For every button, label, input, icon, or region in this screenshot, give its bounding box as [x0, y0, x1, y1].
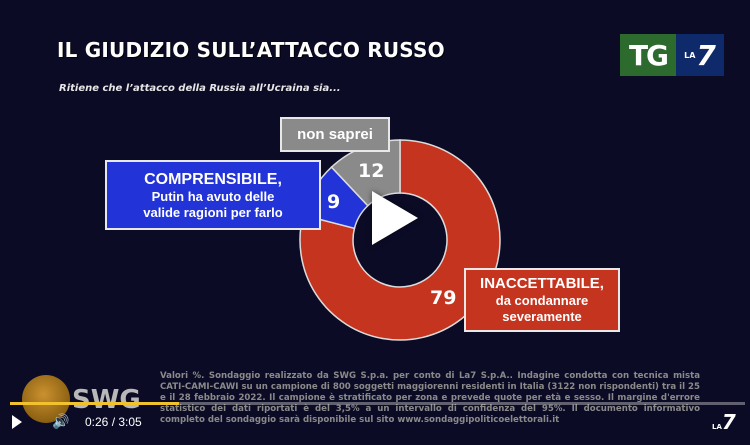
watermark-7: 7	[721, 410, 736, 434]
label-line: valide ragioni per farlo	[143, 204, 283, 220]
label-line: COMPRENSIBILE,	[144, 170, 282, 188]
progress-fill	[10, 402, 180, 405]
play-icon[interactable]	[12, 415, 22, 429]
logo-7: 7	[696, 38, 716, 72]
la7-watermark: LA7	[712, 410, 736, 434]
label-line: da condannare	[495, 293, 589, 309]
progress-bar[interactable]	[10, 402, 745, 405]
label-comprensibile: COMPRENSIBILE, Putin ha avuto delle vali…	[105, 160, 321, 230]
label-line: non saprei	[297, 125, 373, 143]
value-inaccettabile: 79	[430, 287, 457, 309]
subtitle: Ritiene che l’attacco della Russia all’U…	[59, 83, 341, 94]
label-line: Putin ha avuto delle	[151, 189, 275, 204]
methodology-note: Valori %. Sondaggio realizzato da SWG S.…	[160, 371, 700, 425]
time-display: 0:26 / 3:05	[85, 415, 142, 429]
big-play-icon[interactable]	[372, 191, 418, 245]
swg-logo-text: SWG	[72, 385, 141, 415]
label-non-saprei: non saprei	[280, 117, 390, 152]
donut-slice	[299, 139, 501, 341]
label-inaccettabile: INACCETTABILE, da condannare severamente	[464, 268, 620, 332]
value-comprensibile: 9	[327, 191, 341, 213]
page-title: IL GIUDIZIO SULL’ATTACCO RUSSO	[57, 38, 445, 62]
label-line: severamente	[502, 309, 582, 324]
tg-la7-logo: TG LA 7	[620, 34, 724, 76]
watermark-la: LA	[712, 423, 722, 431]
swg-logo-icon	[22, 375, 70, 423]
logo-tg: TG	[620, 34, 676, 76]
value-non-saprei: 12	[358, 160, 385, 182]
label-line: INACCETTABILE,	[480, 275, 604, 293]
volume-icon[interactable]: 🔊	[52, 414, 70, 430]
logo-la: LA	[684, 50, 696, 60]
